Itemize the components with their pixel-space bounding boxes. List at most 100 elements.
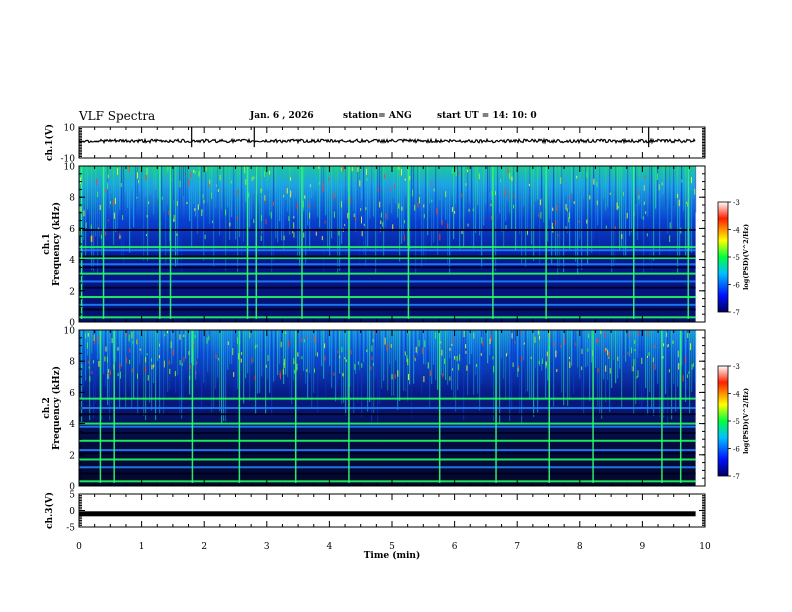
ch1-spectrogram-noise-streak [331, 166, 333, 239]
ch1-spectrogram-noise-streak [381, 166, 383, 254]
ch2-spectrogram-tone-line [79, 407, 696, 409]
ch1-spectrogram-hot-pixel [304, 195, 306, 199]
ch2-spectrogram-hot-pixel [608, 352, 610, 358]
ch2-spectrogram-noise-streak [125, 330, 127, 409]
ch1-spectrogram-noise-streak [513, 166, 515, 231]
ch2-spectrogram-hot-pixel [240, 358, 242, 363]
ch2-spectrogram-hot-pixel [408, 373, 410, 381]
ch1-spectrogram-hot-pixel [505, 225, 507, 230]
ch2-spectrogram-noise-streak [517, 330, 519, 377]
ch2-spectrogram-noise-streak [685, 330, 687, 402]
ch1-spectrogram-hot-pixel [119, 235, 121, 239]
ch2-spectrogram-noise-streak [423, 330, 425, 364]
ch2-spectrogram-noise-streak [471, 330, 473, 355]
ch1-spectrogram-hot-pixel [357, 167, 359, 172]
ch1-spectrogram-hot-pixel [445, 191, 447, 198]
ch2-spectrogram-noise-streak [673, 330, 675, 384]
ch2-spectrogram-noise-streak [585, 330, 587, 368]
ch2-spectrogram-noise-streak [403, 330, 405, 391]
ch2-spectrogram-hot-pixel [267, 355, 269, 362]
ch1-spectrogram-noise-streak [569, 166, 571, 250]
ch2-spectrogram-bright-column [548, 330, 550, 483]
xtick-label: 6 [452, 542, 458, 552]
ch1-spectrogram-noise-streak [595, 166, 597, 230]
ch2-spectrogram-hot-pixel [174, 371, 176, 377]
ch2-spectrogram-tone-line [79, 413, 696, 416]
ch1-spectrogram-noise-streak [227, 166, 229, 208]
ch1-spectrogram-noise-streak [479, 166, 481, 236]
ch2-spectrogram-hot-pixel [581, 348, 583, 354]
ch2-spectrogram-hot-pixel [480, 353, 482, 356]
ch2-spectrogram-noise-streak [323, 330, 325, 379]
ch2-spectrogram-hot-pixel [663, 343, 665, 347]
ch2-spectrogram-noise-streak [99, 330, 101, 355]
ch1-spectrogram-noise-streak [347, 166, 349, 191]
ch1-spectrogram-ytick-label: 2 [69, 287, 75, 297]
ch1-spectrogram-hot-pixel [423, 213, 425, 219]
ch2-spectrogram-noise-streak [155, 330, 157, 420]
ch2-spectrogram-noise-streak [433, 330, 435, 365]
ch1-spectrogram-hot-pixel [646, 233, 648, 237]
ch2-spectrogram-noise-streak [613, 330, 615, 361]
ch1-spectrogram-colorbar [717, 201, 729, 313]
ch1-spectrogram-tone-line [79, 280, 696, 283]
ch2-spectrogram-hot-pixel [415, 346, 417, 353]
ch1-spectrogram-hot-pixel [681, 179, 683, 183]
ch2-spectrogram-hot-pixel [668, 369, 670, 373]
ch2-spectrogram-hot-pixel [372, 339, 374, 343]
ch2-spectrogram-ytick-label: 0 [69, 483, 75, 493]
ch1-spectrogram-noise-streak [439, 166, 441, 201]
ch2-spectrogram-hot-pixel [481, 336, 483, 344]
ch1-spectrogram-noise-streak [611, 166, 613, 272]
ch2-spectrogram-ytick-label: 10 [64, 327, 76, 337]
ch1-spectrogram-hot-pixel [609, 192, 611, 195]
ch2-spectrogram-hot-pixel [538, 330, 540, 335]
ch1-spectrogram-noise-streak [143, 166, 145, 261]
ch1-spectrogram-noise-streak [177, 166, 179, 266]
ch2-spectrogram-hot-pixel [94, 340, 96, 344]
ch1-spectrogram-hot-pixel [272, 201, 274, 206]
ch2-spectrogram-noise-streak [481, 330, 483, 385]
ch2-spectrogram-noise-streak [361, 330, 363, 417]
ch2-spectrogram-noise-streak [385, 330, 387, 367]
ch1-spectrogram-noise-streak [137, 166, 139, 201]
ch2-spectrogram-bright-column [495, 330, 497, 483]
ch1-spectrogram-noise-streak [597, 166, 599, 226]
ch2-spectrogram-ylabel-frequency: Frequency (kHz) [51, 366, 62, 450]
ch2-spectrogram-hot-pixel [129, 348, 131, 353]
ch2-spectrogram-noise-streak [541, 330, 543, 371]
ch2-spectrogram-noise-streak [275, 330, 277, 380]
ch1-spectrogram-noise-streak [213, 166, 215, 267]
ch2-spectrogram-noise-streak [257, 330, 259, 394]
ch1-spectrogram-hot-pixel [138, 179, 140, 184]
ch1-spectrogram-noise-streak [607, 166, 609, 208]
ch1-spectrogram-noise-streak [315, 166, 317, 190]
ch1-spectrogram-hot-pixel [360, 216, 362, 224]
ch2-spectrogram-noise-streak [369, 330, 371, 402]
ch1-spectrogram-hot-pixel [593, 178, 595, 185]
ch2-spectrogram-noise-streak [127, 330, 129, 367]
ch1-spectrogram-noise-streak [383, 166, 385, 257]
ch2-spectrogram-bright-column [238, 330, 241, 483]
ch2-spectrogram-tone-line [79, 458, 696, 461]
ch2-spectrogram-noise-streak [319, 330, 321, 365]
ch1-spectrogram-hot-pixel [283, 235, 285, 241]
ch1-spectrogram-noise-streak [215, 166, 217, 209]
ch2-spectrogram-hot-pixel [87, 332, 89, 337]
ch1-spectrogram-noise-streak [423, 166, 425, 259]
ch2-spectrogram-hot-pixel [588, 333, 590, 338]
ch1-spectrogram-noise-streak [585, 166, 587, 256]
ch2-spectrogram-noise-streak [485, 330, 487, 375]
ch2-spectrogram-hot-pixel [452, 368, 454, 371]
ch2-spectrogram-hot-pixel [542, 358, 544, 364]
ch2-spectrogram-noise-streak [177, 330, 179, 376]
ch1-spectrogram-hot-pixel [447, 223, 449, 229]
ch1-spectrogram-noise-streak [537, 166, 539, 200]
ch1-spectrogram-hot-pixel [95, 178, 97, 186]
ch1-spectrogram-hot-pixel [560, 177, 562, 185]
ch2-spectrogram-hot-pixel [632, 366, 634, 372]
ch2-spectrogram-hot-pixel [265, 364, 267, 368]
ch2-spectrogram-hot-pixel [342, 372, 344, 376]
ch2-spectrogram-hot-pixel [357, 361, 359, 365]
ch2-spectrogram-noise-streak [217, 330, 219, 378]
